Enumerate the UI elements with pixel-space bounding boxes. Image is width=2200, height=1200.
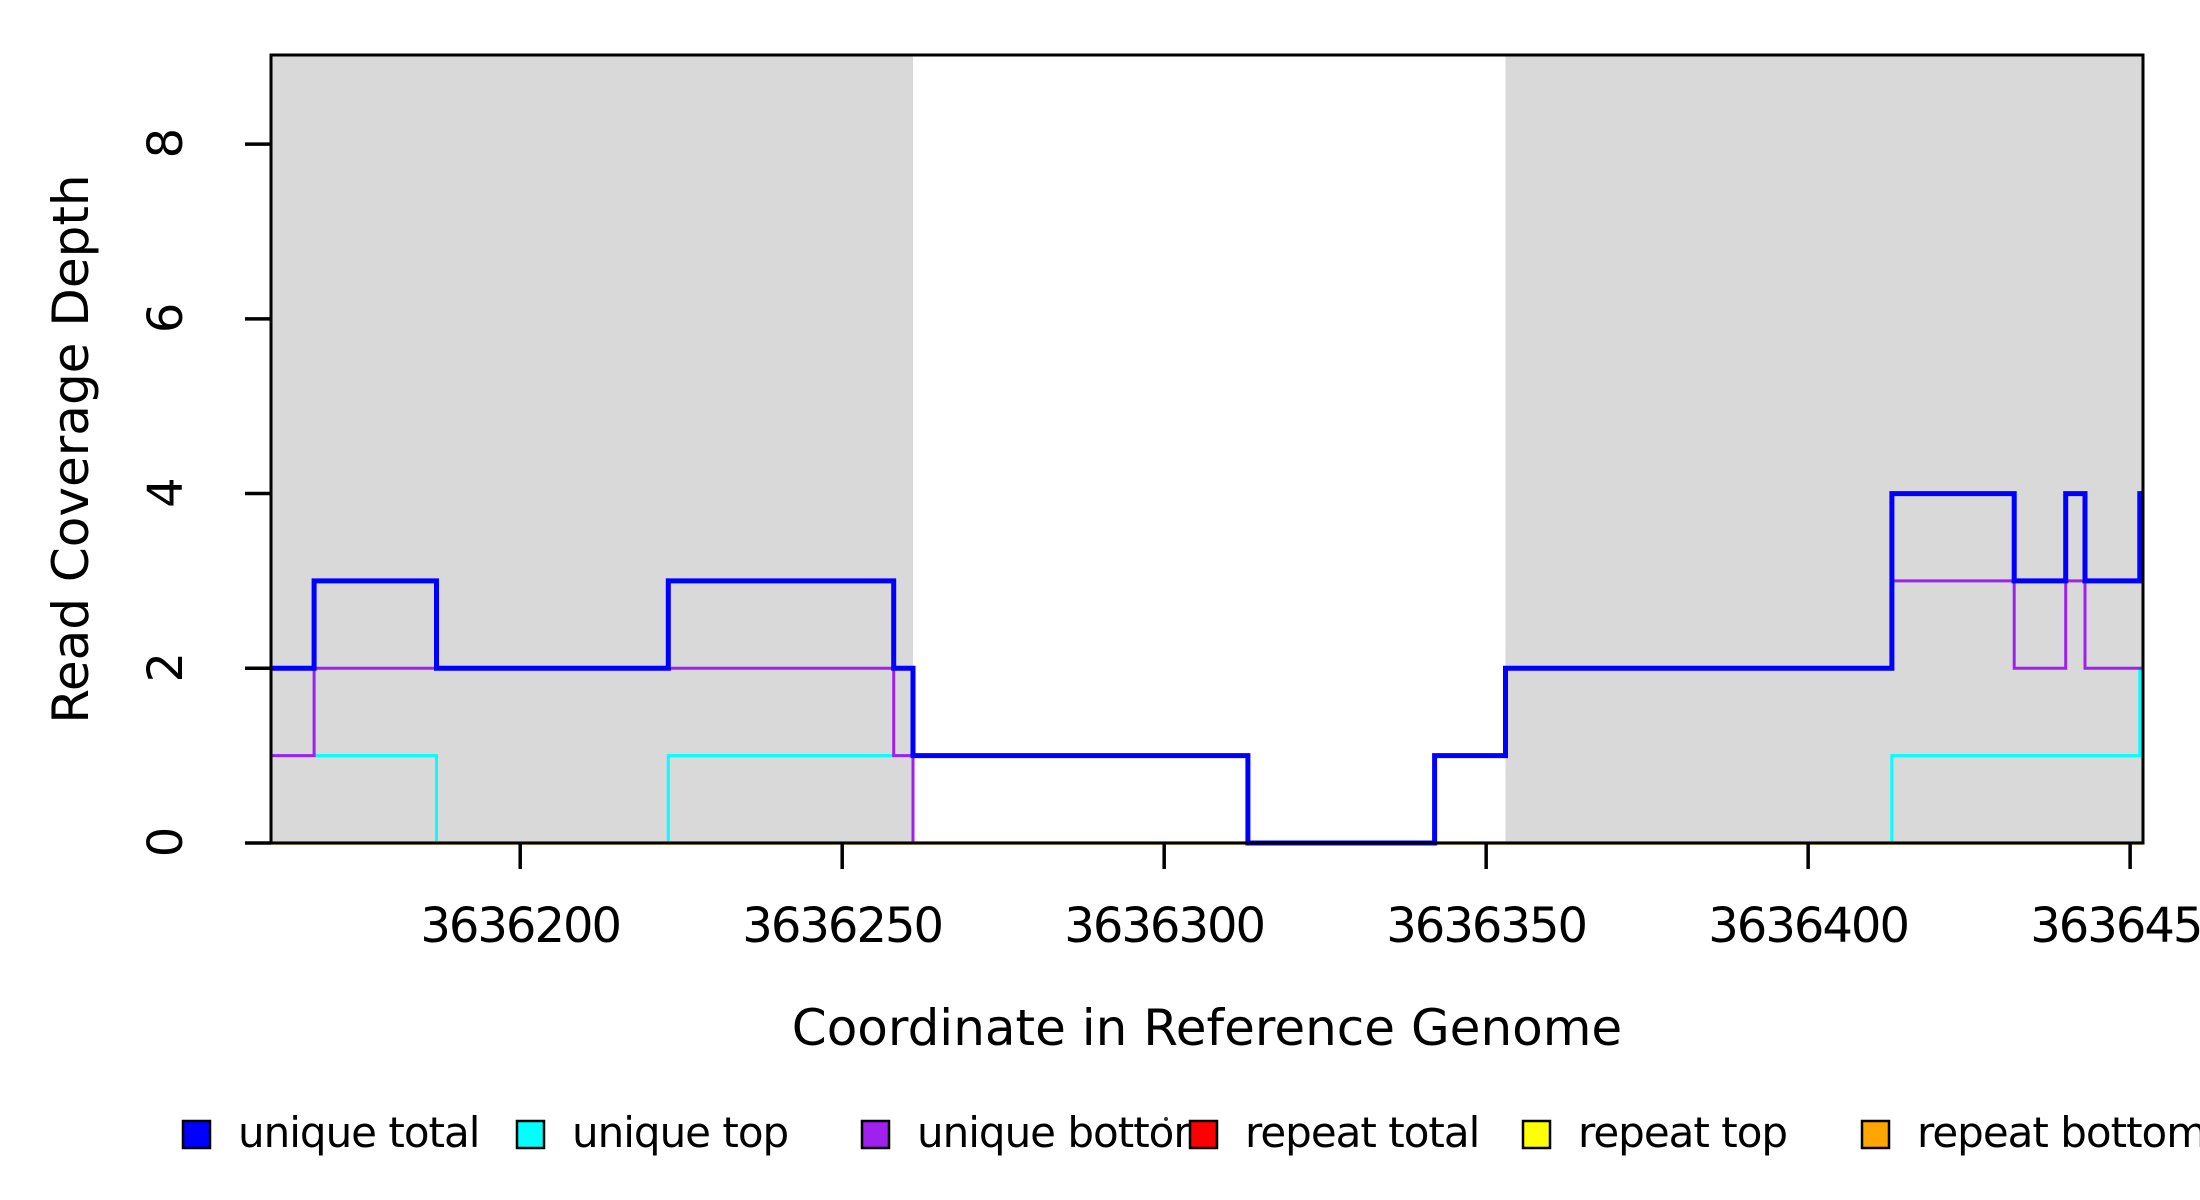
x-tick-label: 3636200: [420, 898, 620, 954]
legend-label-unique-total: unique total: [238, 1108, 479, 1157]
repeat-region-left: [271, 55, 914, 843]
repeat-region-right: [1505, 55, 2143, 843]
legend-label-unique-top: unique top: [572, 1108, 788, 1157]
legend-swatch-repeat-bottom: [1860, 1119, 1891, 1150]
x-tick-label: 3636400: [1708, 898, 1908, 954]
legend-label-repeat-bottom: repeat bottom: [1917, 1108, 2200, 1157]
y-tick-label: 2: [138, 654, 194, 683]
y-tick-label: 4: [138, 479, 194, 508]
plot-border-box: [269, 53, 2145, 845]
y-tick-label: 0: [138, 829, 194, 858]
series-unique-total: [271, 491, 2143, 846]
legend-swatch-repeat-total: [1188, 1119, 1219, 1150]
legend: unique total unique top unique bottom repea…: [181, 1108, 2200, 1157]
y-axis-title: Read Coverage Depth: [42, 174, 100, 723]
x-tick-label: 3636350: [1386, 898, 1586, 954]
legend-label-repeat-total: repeat total: [1245, 1108, 1479, 1157]
legend-swatch-unique-top: [515, 1119, 546, 1150]
x-axis-title: Coordinate in Reference Genome: [792, 999, 1622, 1057]
stray-dot: [1164, 1117, 1168, 1121]
legend-label-unique-bottom: unique bottom: [917, 1108, 1213, 1157]
x-tick-label: 3636300: [1064, 898, 1264, 954]
legend-label-repeat-top: repeat top: [1578, 1108, 1787, 1157]
legend-swatch-unique-total: [181, 1119, 212, 1150]
x-tick-label: 3636250: [742, 898, 942, 954]
y-tick-label: 6: [138, 305, 194, 334]
y-tick-label: 8: [138, 130, 194, 159]
axes-layer: [245, 53, 2145, 869]
legend-swatch-repeat-top: [1521, 1119, 1552, 1150]
legend-swatch-unique-bottom: [860, 1119, 891, 1150]
shaded-regions-layer: [271, 55, 2143, 843]
tick-labels-layer: 3636200 3636250 3636300 3636350 3636400 36364…: [138, 130, 2200, 954]
